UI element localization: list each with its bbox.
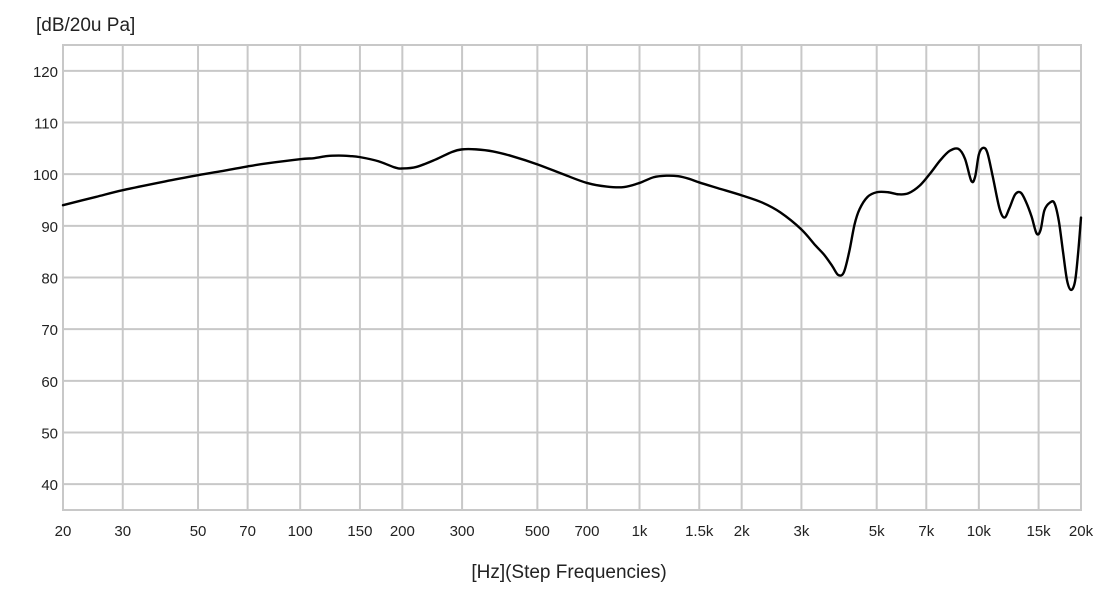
- y-tick-label: 80: [41, 271, 58, 288]
- x-tick-label: 3k: [793, 523, 809, 540]
- y-tick-label: 90: [41, 219, 58, 236]
- y-tick-label: 40: [41, 477, 58, 494]
- x-tick-label: 70: [239, 523, 256, 540]
- y-tick-label: 120: [33, 64, 58, 81]
- x-tick-labels: 20 30 50 70 100 150 200 300 500 700 1k 1.5k 2k 3k 5k 7k…: [55, 523, 1094, 540]
- x-tick-label: 100: [288, 523, 313, 540]
- x-tick-label: 5k: [869, 523, 885, 540]
- x-tick-label: 50: [190, 523, 207, 540]
- y-tick-label: 110: [34, 116, 58, 133]
- y-tick-label: 70: [41, 322, 58, 339]
- x-tick-label: 200: [390, 523, 415, 540]
- grid-lines: [62, 45, 1082, 510]
- x-tick-label: 300: [450, 523, 475, 540]
- plot-frame: [62, 44, 1082, 511]
- x-tick-label: 2k: [734, 523, 750, 540]
- x-tick-label: 7k: [918, 523, 934, 540]
- x-axis-label: [Hz](Step Frequencies): [471, 562, 666, 583]
- x-tick-label: 20: [55, 523, 72, 540]
- x-tick-label: 500: [525, 523, 550, 540]
- x-tick-label: 30: [114, 523, 131, 540]
- x-tick-label: 10k: [967, 523, 992, 540]
- y-tick-label: 100: [33, 167, 58, 184]
- y-tick-label: 50: [41, 426, 58, 443]
- y-tick-labels: 40 50 60 70 80 90 100 110 120: [33, 64, 58, 494]
- x-tick-label: 15k: [1027, 523, 1052, 540]
- y-axis-label: [dB/20u Pa]: [36, 15, 135, 36]
- y-tick-label: 60: [41, 374, 58, 391]
- x-tick-label: 1k: [632, 523, 648, 540]
- x-tick-label: 150: [347, 523, 372, 540]
- x-tick-label: 1.5k: [685, 523, 714, 540]
- response-curve-line: [61, 146, 1083, 292]
- x-tick-label: 700: [574, 523, 599, 540]
- data-series: [61, 146, 1083, 292]
- x-tick-label: 20k: [1069, 523, 1094, 540]
